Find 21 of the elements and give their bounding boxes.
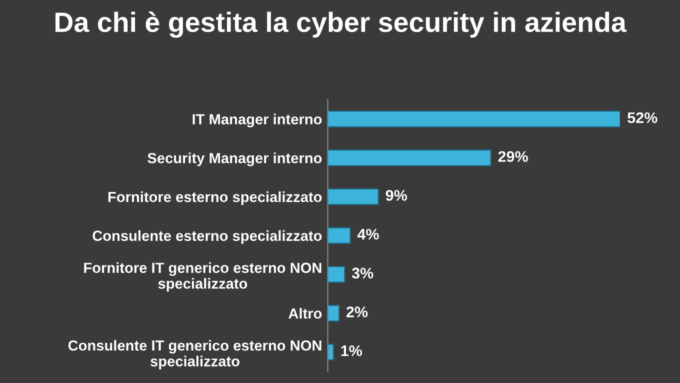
chart-title: Da chi è gestita la cyber security in azienda (55, 11, 627, 38)
data-label: 4% (357, 228, 379, 240)
data-label: 29% (498, 151, 528, 162)
y-tick-label: Fornitore IT generico esterno NON specializzato (84, 262, 322, 292)
y-tick-label: IT Manager interno (192, 114, 322, 128)
bar (328, 304, 340, 322)
y-tick-label: Fornitore esterno specializzato (108, 191, 322, 206)
data-label: 9% (386, 190, 407, 201)
data-label: 1% (341, 345, 362, 356)
y-tick-label: Consulente IT generico esterno NON specializzato (68, 340, 322, 370)
bar (328, 188, 379, 206)
bar (328, 266, 346, 283)
bar (328, 110, 620, 128)
data-label: 52% (628, 112, 658, 124)
y-tick-label: Altro (288, 308, 322, 319)
data-label: 3% (352, 268, 374, 279)
y-tick-label: Consulente esterno specializzato (92, 230, 322, 244)
bar (328, 227, 351, 244)
data-label: 2% (346, 306, 368, 318)
bar (328, 150, 492, 166)
y-tick-label: Security Manager interno (148, 152, 322, 166)
